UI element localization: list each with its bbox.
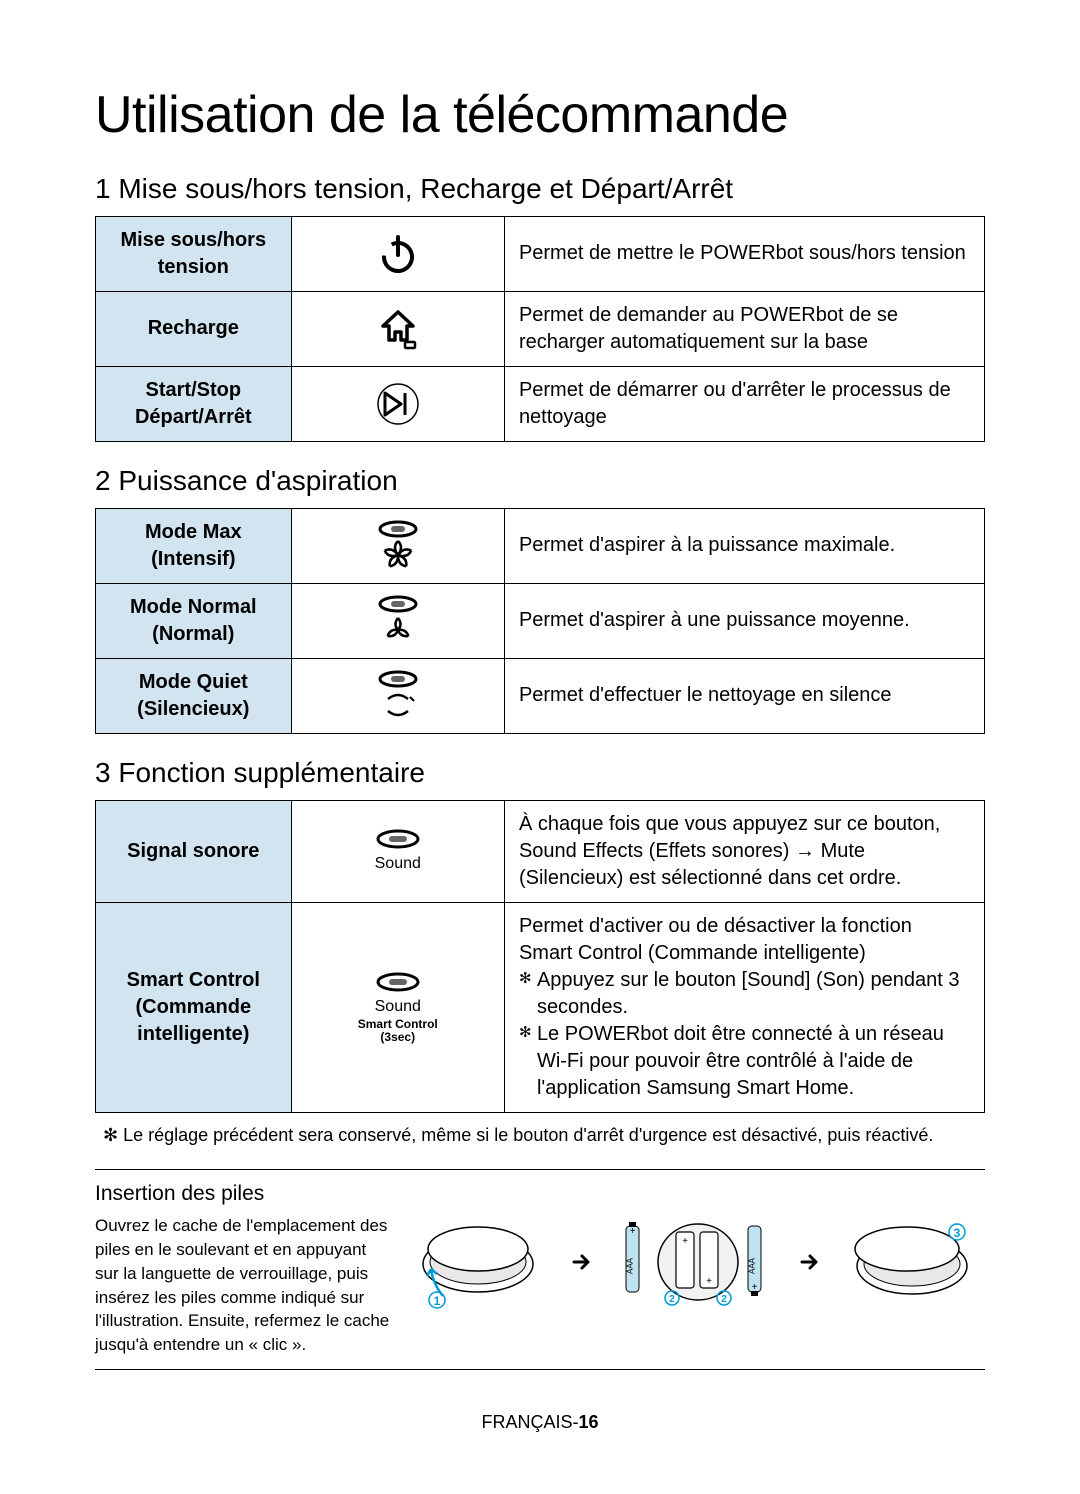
row-desc-smartcontrol: Permet d'activer ou de désactiver la fon… xyxy=(504,902,984,1112)
table-extra: Signal sonore Sound À chaque fois que vo… xyxy=(95,800,985,1113)
battery-illustration: 1 AAA + + + 2 2 AAA + xyxy=(405,1214,985,1309)
fan-normal-icon xyxy=(291,583,504,658)
section-2-heading: 2 Puissance d'aspiration xyxy=(95,462,985,500)
row-label-recharge: Recharge xyxy=(96,291,292,366)
row-desc: Permet d'aspirer à une puissance moyenne… xyxy=(504,583,984,658)
svg-text:2: 2 xyxy=(669,1294,675,1305)
table-row: Start/Stop Départ/Arrêt Permet de démarr… xyxy=(96,366,985,441)
table-row: Signal sonore Sound À chaque fois que vo… xyxy=(96,800,985,902)
desc-intro: Permet d'activer ou de désactiver la fon… xyxy=(519,913,970,967)
table-row: Mise sous/hors tension Permet de mettre … xyxy=(96,216,985,291)
page-footer: FRANÇAIS-16 xyxy=(95,1410,985,1434)
svg-text:2: 2 xyxy=(721,1294,727,1305)
page-title: Utilisation de la télécommande xyxy=(95,80,985,150)
desc-bullet: Le POWERbot doit être connecté à un rése… xyxy=(519,1021,970,1102)
svg-text:+: + xyxy=(682,1236,688,1247)
battery-text: Ouvrez le cache de l'emplacement des pil… xyxy=(95,1214,405,1357)
table-suction: Mode Max (Intensif) Permet d'aspirer à l… xyxy=(95,508,985,734)
row-desc: Permet d'effectuer le nettoyage en silen… xyxy=(504,658,984,733)
row-label-startstop: Start/Stop Départ/Arrêt xyxy=(96,366,292,441)
section-3-heading: 3 Fonction supplémentaire xyxy=(95,754,985,792)
icon-label: Sound xyxy=(292,996,504,1018)
row-desc: À chaque fois que vous appuyez sur ce bo… xyxy=(504,800,984,902)
row-label-normal: Mode Normal (Normal) xyxy=(96,583,292,658)
table-row: Mode Quiet (Silencieux) Permet d'effectu… xyxy=(96,658,985,733)
row-label-quiet: Mode Quiet (Silencieux) xyxy=(96,658,292,733)
table-row: Mode Max (Intensif) Permet d'aspirer à l… xyxy=(96,508,985,583)
svg-text:3: 3 xyxy=(954,1226,961,1240)
footer-page: 16 xyxy=(578,1412,598,1432)
row-desc: Permet d'aspirer à la puissance maximale… xyxy=(504,508,984,583)
battery-section: Ouvrez le cache de l'emplacement des pil… xyxy=(95,1214,985,1370)
battery-heading: Insertion des piles xyxy=(95,1169,985,1208)
fan-quiet-icon xyxy=(291,658,504,733)
table-row: Recharge Permet de demander au POWERbot … xyxy=(96,291,985,366)
row-desc: Permet de démarrer ou d'arrêter le proce… xyxy=(504,366,984,441)
row-desc: Permet de mettre le POWERbot sous/hors t… xyxy=(504,216,984,291)
footer-lang: FRANÇAIS- xyxy=(481,1412,578,1432)
svg-text:1: 1 xyxy=(433,1294,440,1308)
svg-text:AAA: AAA xyxy=(747,1258,756,1275)
icon-sublabel: (3sec) xyxy=(292,1031,504,1044)
row-label-max: Mode Max (Intensif) xyxy=(96,508,292,583)
power-icon xyxy=(291,216,504,291)
sound-button-icon: Sound xyxy=(291,800,504,902)
desc-bullet: Appuyez sur le bouton [Sound] (Son) pend… xyxy=(519,967,970,1021)
table-power: Mise sous/hors tension Permet de mettre … xyxy=(95,216,985,442)
row-desc: Permet de demander au POWERbot de se rec… xyxy=(504,291,984,366)
icon-sublabel: Smart Control xyxy=(292,1018,504,1031)
table-row: Mode Normal (Normal) Permet d'aspirer à … xyxy=(96,583,985,658)
svg-text:AAA: AAA xyxy=(625,1258,634,1275)
icon-label: Sound xyxy=(292,853,504,875)
section-1-heading: 1 Mise sous/hors tension, Recharge et Dé… xyxy=(95,170,985,208)
table-row: Smart Control (Commande intelligente) So… xyxy=(96,902,985,1112)
svg-text:+: + xyxy=(752,1282,758,1293)
row-label-smartcontrol: Smart Control (Commande intelligente) xyxy=(96,902,292,1112)
footnote: ✻ Le réglage précédent sera conservé, mê… xyxy=(95,1123,985,1147)
recharge-icon xyxy=(291,291,504,366)
row-label-sound: Signal sonore xyxy=(96,800,292,902)
smartcontrol-button-icon: Sound Smart Control (3sec) xyxy=(291,902,504,1112)
row-label-power: Mise sous/hors tension xyxy=(96,216,292,291)
fan-max-icon xyxy=(291,508,504,583)
svg-text:+: + xyxy=(630,1226,636,1237)
play-pause-icon xyxy=(291,366,504,441)
svg-text:+: + xyxy=(706,1276,712,1287)
